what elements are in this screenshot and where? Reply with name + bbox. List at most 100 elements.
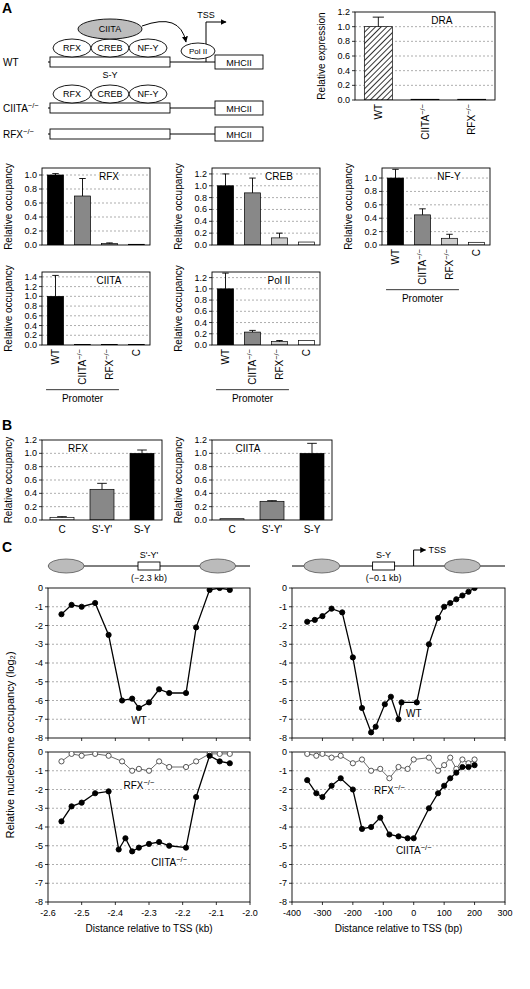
bar xyxy=(260,501,284,520)
tick-label: -400 xyxy=(283,908,301,918)
gene-label: MHCII xyxy=(226,104,252,114)
tick-label: 300 xyxy=(497,908,512,918)
point xyxy=(435,615,440,620)
tick-label: -8 xyxy=(35,897,43,907)
axis-title: Distance relative to TSS (bp) xyxy=(335,923,463,934)
gene-box xyxy=(215,127,263,141)
line-chart: -8-7-6-5-4-3-2-10WTRelative nucleosome o… xyxy=(4,583,250,839)
point xyxy=(359,705,364,710)
bar xyxy=(217,289,233,345)
category-label: S-Y xyxy=(134,524,151,535)
series-labels: WT xyxy=(131,715,147,726)
error-bar xyxy=(79,179,85,197)
point xyxy=(217,752,222,756)
bar-chart: 0.00.20.40.60.81.01.2RFXRelative occupan… xyxy=(3,435,162,535)
tick-label: 0.4 xyxy=(24,321,37,331)
point xyxy=(69,752,74,756)
tick xyxy=(474,738,475,741)
tick xyxy=(250,738,251,741)
gene-label: MHCII xyxy=(226,130,252,140)
bar xyxy=(300,453,324,520)
error-bar xyxy=(106,242,112,244)
tick xyxy=(444,738,445,741)
tick xyxy=(352,738,353,741)
element-box xyxy=(138,562,160,570)
tick-label: -2.2 xyxy=(175,908,191,918)
point xyxy=(136,845,141,850)
category-label: C xyxy=(471,249,482,256)
tick-label: -7 xyxy=(279,714,287,724)
point xyxy=(79,604,84,609)
line-chart: -8-7-6-5-4-3-2-10-2.6-2.5-2.4-2.3-2.2-2.… xyxy=(35,747,258,934)
tick xyxy=(182,738,183,741)
tick-label: -5 xyxy=(35,841,43,851)
tick xyxy=(289,719,292,720)
point xyxy=(320,614,325,619)
figure: ABCWTMHCIIS-YRFXCREBNF-YTSSPol IICIITACI… xyxy=(0,0,530,989)
tick-label: -8 xyxy=(279,897,287,907)
series xyxy=(305,752,478,841)
tick xyxy=(289,700,292,701)
bracket xyxy=(216,389,289,390)
tick-label: -7 xyxy=(279,878,287,888)
recruit-arrow xyxy=(142,22,186,42)
tick xyxy=(379,218,382,219)
tick xyxy=(352,26,355,27)
chart-title: CREB xyxy=(265,171,293,182)
tick xyxy=(289,864,292,865)
tick-label: 0.4 xyxy=(194,216,207,226)
category-label: C xyxy=(301,349,312,356)
frame xyxy=(42,168,150,245)
tick-label: -5 xyxy=(279,677,287,687)
point xyxy=(426,806,431,811)
tick-label: 0.4 xyxy=(24,212,37,222)
grid-line xyxy=(292,700,505,701)
tick-label: -1 xyxy=(35,602,43,612)
tick xyxy=(352,70,355,71)
point xyxy=(183,764,188,769)
tick-label: 0.2 xyxy=(364,227,377,237)
frame xyxy=(292,588,505,738)
point xyxy=(59,759,64,764)
tick xyxy=(289,827,292,828)
tick xyxy=(379,245,382,246)
chart-title: NF-Y xyxy=(437,171,461,182)
tick-label: -2 xyxy=(35,785,43,795)
frame xyxy=(212,272,320,345)
tick xyxy=(352,100,355,101)
point xyxy=(405,836,410,841)
tick xyxy=(322,902,323,905)
grid-line xyxy=(292,827,505,828)
series-label: CIITA−/− xyxy=(151,854,187,868)
point xyxy=(382,702,387,707)
point xyxy=(314,753,319,758)
point xyxy=(194,794,199,799)
bar xyxy=(271,342,287,345)
tick-label: -3 xyxy=(279,803,287,813)
tick-label: -3 xyxy=(35,639,43,649)
bar xyxy=(364,27,392,100)
tick-label: 0.4 xyxy=(337,66,350,76)
point xyxy=(130,849,135,854)
series-labels: RFX−/−CIITA−/− xyxy=(374,783,432,857)
tick-label: -4 xyxy=(35,658,43,668)
factor-label: CREB xyxy=(97,89,122,99)
tick-label: 0.8 xyxy=(24,184,37,194)
point xyxy=(183,845,188,850)
tick xyxy=(505,738,506,741)
series-labels: RFX−/−CIITA−/− xyxy=(123,777,187,867)
grid-line xyxy=(48,719,250,720)
factor-label: NF-Y xyxy=(138,43,159,53)
nucleosome xyxy=(200,559,236,573)
tick xyxy=(289,902,292,903)
gene-label: MHCII xyxy=(226,58,252,68)
bars xyxy=(50,450,154,520)
point xyxy=(119,759,124,764)
point xyxy=(167,690,172,695)
tick xyxy=(250,902,251,905)
tick xyxy=(292,738,293,741)
point xyxy=(157,687,162,692)
tick-label: 100 xyxy=(437,908,452,918)
axis-title: Relative occupancy xyxy=(173,163,184,250)
grid-line xyxy=(48,663,250,664)
